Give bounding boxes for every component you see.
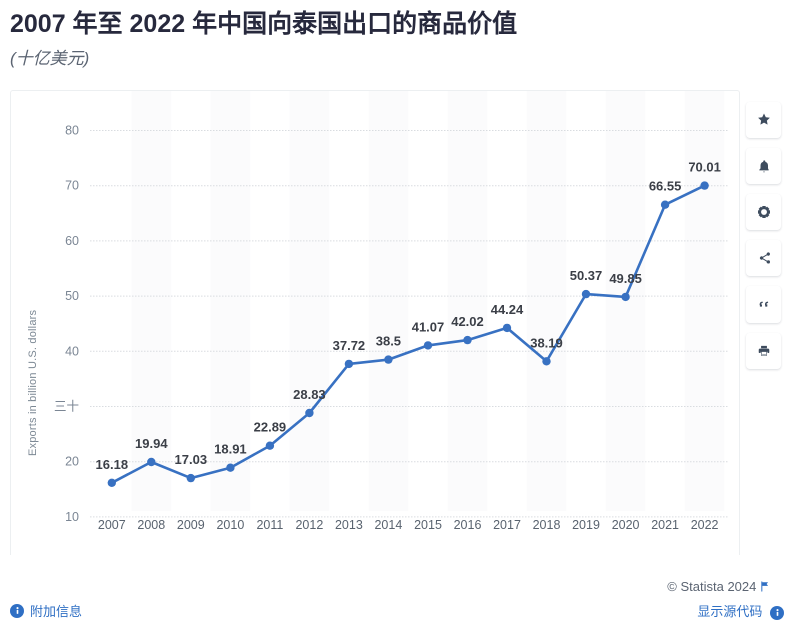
svg-text:三十: 三十 [54, 400, 79, 414]
svg-text:60: 60 [65, 234, 79, 248]
svg-text:10: 10 [65, 510, 79, 524]
svg-text:70.01: 70.01 [688, 160, 721, 175]
svg-text:70: 70 [65, 179, 79, 193]
svg-text:37.72: 37.72 [333, 338, 366, 353]
svg-text:28.83: 28.83 [293, 387, 326, 402]
svg-text:42.02: 42.02 [451, 314, 484, 329]
svg-text:50: 50 [65, 289, 79, 303]
svg-text:16.18: 16.18 [96, 457, 129, 472]
svg-text:2012: 2012 [295, 518, 323, 532]
svg-text:22.89: 22.89 [254, 420, 287, 435]
svg-text:18.91: 18.91 [214, 442, 247, 457]
svg-text:49.85: 49.85 [609, 271, 642, 286]
svg-text:38.5: 38.5 [376, 334, 401, 349]
svg-text:66.55: 66.55 [649, 179, 682, 194]
svg-text:2014: 2014 [374, 518, 402, 532]
svg-text:2015: 2015 [414, 518, 442, 532]
svg-text:2013: 2013 [335, 518, 363, 532]
svg-text:2008: 2008 [137, 518, 165, 532]
svg-text:2019: 2019 [572, 518, 600, 532]
svg-text:20: 20 [65, 455, 79, 469]
svg-text:41.07: 41.07 [412, 319, 445, 334]
svg-text:2009: 2009 [177, 518, 205, 532]
svg-text:40: 40 [65, 344, 79, 358]
svg-text:2020: 2020 [612, 518, 640, 532]
svg-text:2017: 2017 [493, 518, 521, 532]
svg-text:44.24: 44.24 [491, 302, 524, 317]
svg-text:17.03: 17.03 [175, 452, 208, 467]
svg-text:2010: 2010 [216, 518, 244, 532]
svg-text:2011: 2011 [256, 518, 283, 532]
svg-text:2022: 2022 [691, 518, 719, 532]
svg-text:19.94: 19.94 [135, 436, 168, 451]
svg-text:2016: 2016 [454, 518, 482, 532]
svg-text:2007: 2007 [98, 518, 126, 532]
svg-text:2018: 2018 [533, 518, 561, 532]
svg-text:80: 80 [65, 124, 79, 138]
svg-text:50.37: 50.37 [570, 268, 603, 283]
svg-text:2021: 2021 [651, 518, 679, 532]
svg-text:38.19: 38.19 [530, 335, 563, 350]
